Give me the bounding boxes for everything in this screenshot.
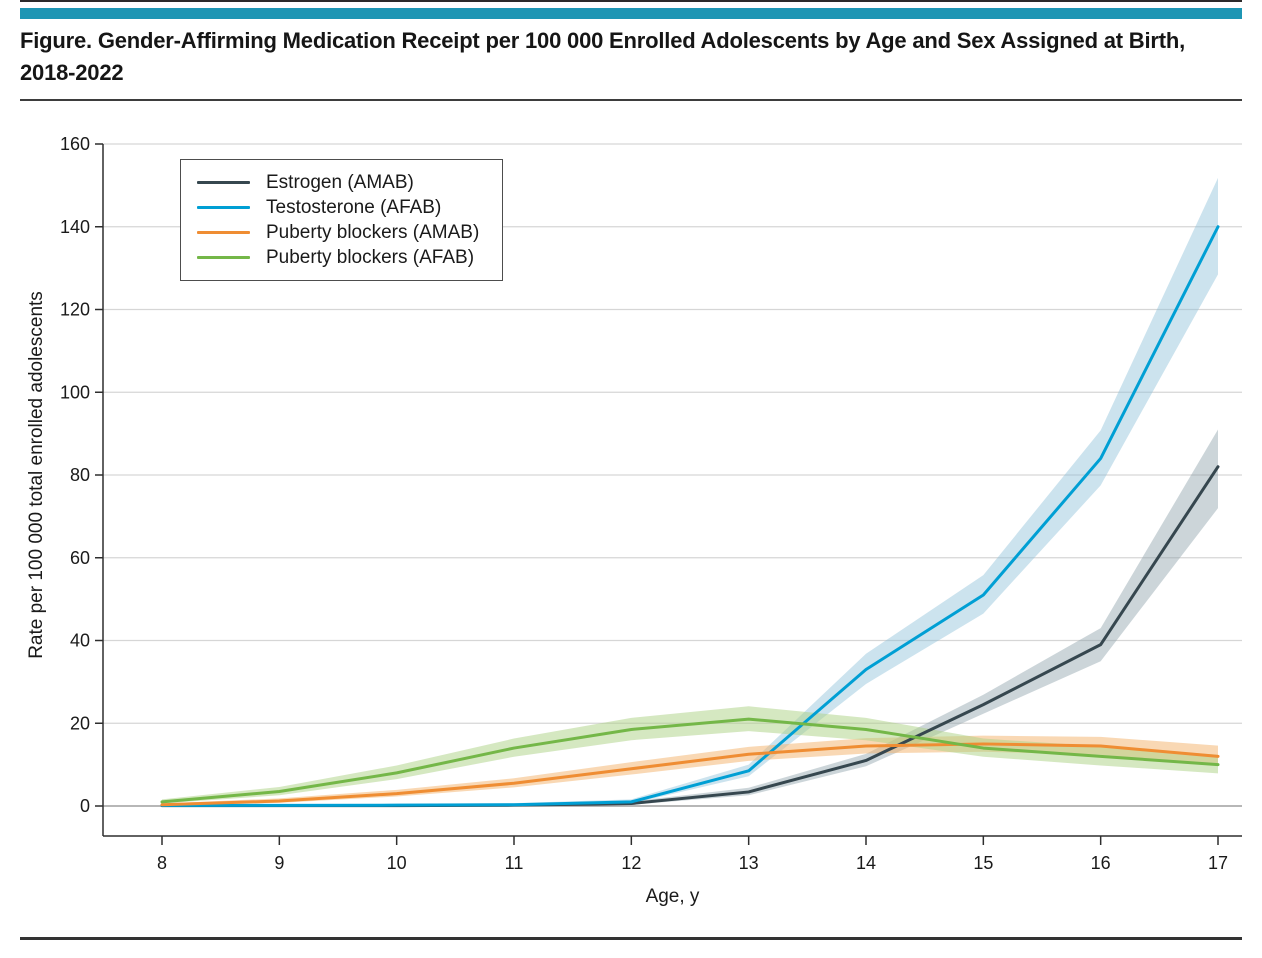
legend-label-0: Estrogen (AMAB) — [266, 171, 414, 193]
ci-band-0 — [162, 429, 1218, 806]
y-tick-label: 120 — [60, 300, 90, 320]
bottom-rule — [20, 937, 1242, 940]
x-tick-label: 16 — [1091, 853, 1111, 873]
x-tick-label: 8 — [157, 853, 167, 873]
y-tick-label: 160 — [60, 134, 90, 154]
legend-swatch-3 — [197, 255, 250, 260]
y-tick-label: 40 — [70, 631, 90, 651]
x-tick-label: 9 — [274, 853, 284, 873]
x-tick-label: 10 — [387, 853, 407, 873]
legend-item-1: Testosterone (AFAB) — [197, 195, 492, 220]
legend-swatch-1 — [197, 205, 250, 210]
x-tick-label: 14 — [856, 853, 876, 873]
legend-label-2: Puberty blockers (AMAB) — [266, 221, 480, 243]
x-tick-label: 15 — [973, 853, 993, 873]
y-tick-label: 20 — [70, 713, 90, 733]
y-tick-label: 140 — [60, 217, 90, 237]
legend-item-0: Estrogen (AMAB) — [197, 170, 492, 195]
legend-item-2: Puberty blockers (AMAB) — [197, 220, 492, 245]
title-rule — [20, 99, 1242, 101]
accent-bar — [20, 8, 1242, 19]
y-tick-label: 60 — [70, 548, 90, 568]
legend-item-3: Puberty blockers (AFAB) — [197, 245, 492, 270]
y-axis-title: Rate per 100 000 total enrolled adolesce… — [26, 291, 47, 659]
legend: Estrogen (AMAB) Testosterone (AFAB) Pubert… — [180, 159, 503, 281]
legend-label-3: Puberty blockers (AFAB) — [266, 246, 475, 268]
legend-swatch-0 — [197, 180, 250, 185]
y-tick-label: 80 — [70, 465, 90, 485]
x-tick-label: 17 — [1208, 853, 1228, 873]
y-tick-label: 100 — [60, 382, 90, 402]
y-tick-label: 0 — [80, 796, 90, 816]
series-line-1 — [160, 225, 1220, 807]
legend-label-1: Testosterone (AFAB) — [266, 196, 442, 218]
x-tick-label: 11 — [505, 853, 524, 873]
x-tick-label: 12 — [621, 853, 641, 873]
series-line-3 — [160, 717, 1220, 804]
series-line-2 — [160, 742, 1220, 807]
figure-title: Figure. Gender-Affirming Medication Rece… — [20, 28, 1186, 85]
top-rule — [20, 0, 1242, 2]
ci-band-2 — [162, 735, 1218, 806]
x-axis-title: Age, y — [645, 886, 700, 907]
legend-swatch-2 — [197, 230, 250, 235]
x-tick-label: 13 — [739, 853, 759, 873]
